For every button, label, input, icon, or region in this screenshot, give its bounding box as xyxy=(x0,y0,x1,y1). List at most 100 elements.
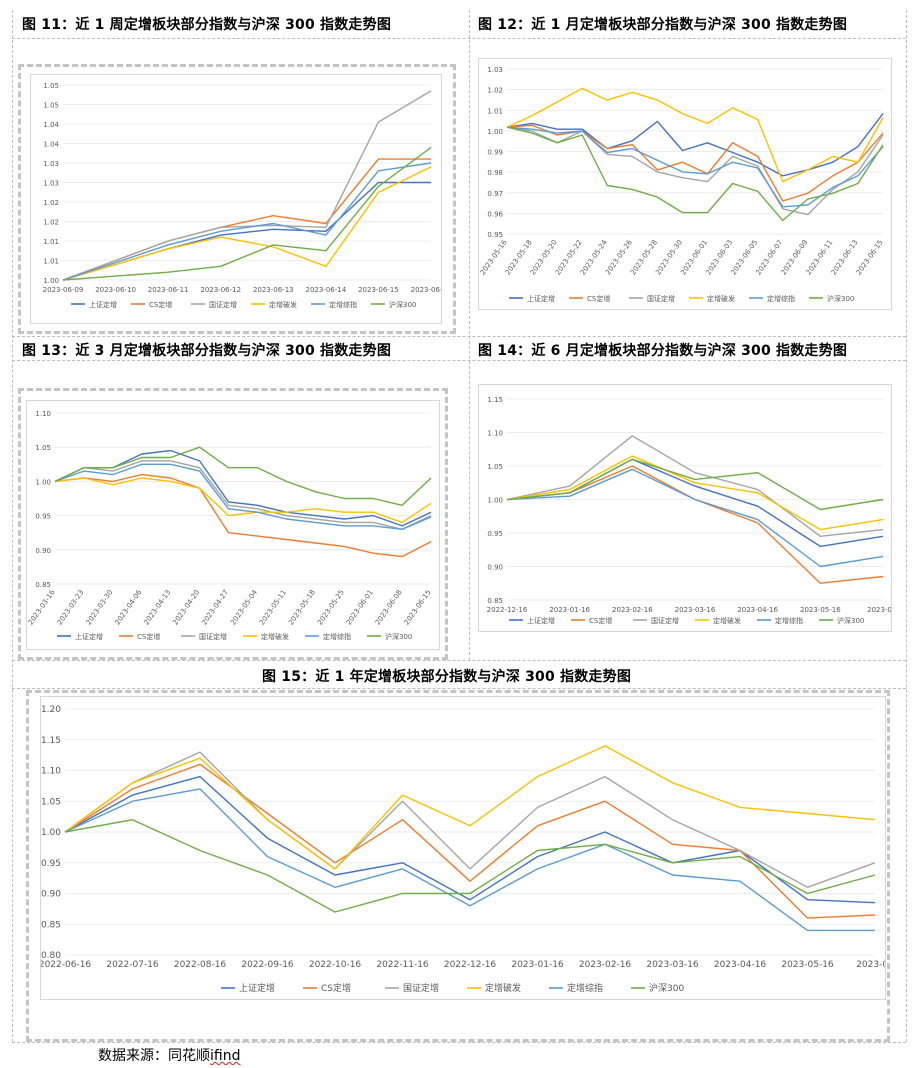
fig11-xtick-label: 2023-06-13 xyxy=(253,286,294,294)
fig15-xtick-label: 2023-04-16 xyxy=(714,960,767,970)
fig13-xtick-label: 2023-03-23 xyxy=(56,589,86,627)
fig12-legend-label: 定增综指 xyxy=(767,294,795,303)
fig15-ytick-label: 0.80 xyxy=(41,951,61,961)
fig13-ytick-label: 1.05 xyxy=(35,444,51,452)
fig11-xtick-label: 2023-06-15 xyxy=(358,286,399,294)
fig14-ytick-label: 0.85 xyxy=(487,597,503,605)
fig13-xtick-label: 2023-04-13 xyxy=(142,589,172,627)
fig14-legend-label: CS定增 xyxy=(589,616,612,625)
fig11-xtick-label: 2023-06-10 xyxy=(95,286,136,294)
fig15-xtick-label: 2022-09-16 xyxy=(241,960,294,970)
fig15-xtick-label: 2022-08-16 xyxy=(174,960,227,970)
fig12-legend-label: 沪深300 xyxy=(827,294,854,303)
fig13-xtick-label: 2023-05-04 xyxy=(229,588,259,626)
fig15-xtick-label: 2023-03-16 xyxy=(646,960,699,970)
fig15-xtick-label: 2022-12-16 xyxy=(444,960,497,970)
fig14-ytick-label: 1.00 xyxy=(487,497,503,505)
fig13-series-line xyxy=(54,449,432,527)
fig15-series-line xyxy=(64,751,876,889)
fig15-legend-label: 国证定增 xyxy=(403,982,439,994)
fig13-series-line xyxy=(54,477,432,524)
fig11-xtick-label: 2023-06-16 xyxy=(411,286,441,294)
fig11-ytick-label: 1.02 xyxy=(43,199,59,207)
source-prefix: 数据来源：同花顺 xyxy=(98,1048,210,1064)
fig12-series-line xyxy=(506,87,884,183)
fig11-ytick-label: 1.05 xyxy=(43,82,59,90)
fig15-legend-label: CS定增 xyxy=(321,982,351,994)
fig12-series-line xyxy=(506,126,884,216)
fig15-ytick-label: 1.05 xyxy=(41,797,61,807)
fig15-series-line xyxy=(64,775,876,904)
fig11-ytick-label: 1.01 xyxy=(43,258,59,266)
fig14-series-line xyxy=(506,468,884,568)
fig14-series-line xyxy=(506,458,884,511)
fig14-legend-label: 国证定增 xyxy=(651,616,679,625)
fig13-xtick-label: 2023-04-20 xyxy=(171,589,201,627)
fig14-ytick-label: 0.95 xyxy=(487,530,503,538)
fig15-xtick-label: 2022-10-16 xyxy=(309,960,362,970)
fig11-xtick-label: 2023-06-12 xyxy=(200,286,241,294)
fig13-ytick-label: 1.10 xyxy=(35,410,51,418)
fig13-xtick-label: 2023-04-27 xyxy=(200,589,230,627)
fig15-ytick-label: 1.00 xyxy=(41,828,61,838)
fig15-series-line xyxy=(64,745,876,870)
fig12-ytick-label: 0.99 xyxy=(487,149,503,157)
fig14-xtick-label: 2022-12-16 xyxy=(487,606,528,614)
fig11-legend-label: 国证定增 xyxy=(209,300,237,309)
fig11-xtick-label: 2023-06-14 xyxy=(306,286,347,294)
fig13-legend-label: 国证定增 xyxy=(199,632,227,641)
fig15-xtick-label: 2023-05-16 xyxy=(781,960,834,970)
fig15-ytick-label: 1.20 xyxy=(41,705,61,715)
fig11-series-line xyxy=(62,90,432,281)
fig15-ytick-label: 1.15 xyxy=(41,736,61,746)
fig11-ytick-label: 1.02 xyxy=(43,219,59,227)
fig14-series-line xyxy=(506,455,884,531)
fig14-ytick-label: 1.15 xyxy=(487,396,503,404)
fig14-xtick-label: 2023-02-16 xyxy=(612,606,653,614)
fig14-series-line xyxy=(506,435,884,538)
fig15-xtick-label: 2023-06 xyxy=(856,960,885,970)
fig13-legend-label: 定增破发 xyxy=(261,632,289,641)
fig14-legend-label: 定增综指 xyxy=(775,616,803,625)
fig14-title: 图 14：近 6 月定增板块部分指数与沪深 300 指数走势图 xyxy=(478,343,848,359)
fig13-title: 图 13：近 3 月定增板块部分指数与沪深 300 指数走势图 xyxy=(22,343,392,359)
source-brand: ifind xyxy=(210,1048,241,1064)
fig12-legend-label: CS定增 xyxy=(587,294,610,303)
fig14-ytick-label: 0.90 xyxy=(487,564,503,572)
fig13-legend-label: CS定增 xyxy=(137,632,160,641)
fig12-ytick-label: 1.01 xyxy=(487,107,503,115)
fig15-series-line xyxy=(64,763,876,919)
fig11-ytick-label: 1.04 xyxy=(43,121,59,129)
fig13-series-line xyxy=(54,463,432,531)
fig11-ytick-label: 1.03 xyxy=(43,180,59,188)
fig13-series-line xyxy=(54,446,432,507)
fig11-legend-label: 定增综指 xyxy=(329,300,357,309)
fig13-ytick-label: 0.95 xyxy=(35,513,51,521)
fig15-xtick-label: 2022-11-16 xyxy=(376,960,429,970)
fig13-xtick-label: 2023-05-25 xyxy=(316,589,346,627)
fig11-ytick-label: 1.04 xyxy=(43,141,59,149)
fig12-ytick-label: 1.03 xyxy=(487,66,503,74)
fig13-series-line xyxy=(54,473,432,558)
fig15-ytick-label: 0.95 xyxy=(41,859,61,869)
fig13-ytick-label: 0.85 xyxy=(35,581,51,589)
fig15-legend-label: 定增综指 xyxy=(567,982,603,994)
fig13-xtick-label: 2023-06-08 xyxy=(374,589,404,627)
fig13-ytick-label: 1.00 xyxy=(35,478,51,486)
fig15-legend-label: 定增破发 xyxy=(485,982,521,994)
fig14-xtick-label: 2023-01-16 xyxy=(549,606,590,614)
fig12-legend-label: 定增破发 xyxy=(707,294,735,303)
fig15-chart: 1.20 1.15 1.10 1.05 1.00 0.95 0.90 0.85 0.80 2022… xyxy=(39,696,894,1000)
fig15-ytick-label: 0.90 xyxy=(41,890,61,900)
fig11-legend-label: 沪深300 xyxy=(389,300,416,309)
fig15-ytick-label: 1.10 xyxy=(41,767,61,777)
fig11-legend-label: CS定增 xyxy=(149,300,172,309)
fig13-series-line xyxy=(54,460,432,531)
fig11-ytick-label: 1.01 xyxy=(43,238,59,246)
fig14-chart: 1.15 1.10 1.05 1.00 0.95 0.90 0.85 2022-12-16 20… xyxy=(478,384,899,632)
data-source: 数据来源：同花顺ifind xyxy=(98,1045,240,1065)
fig11-legend-label: 上证定增 xyxy=(89,300,117,309)
fig11-series-line xyxy=(62,146,432,281)
fig13-xtick-label: 2023-04-06 xyxy=(114,588,144,626)
fig15-legend-label: 沪深300 xyxy=(649,982,684,994)
